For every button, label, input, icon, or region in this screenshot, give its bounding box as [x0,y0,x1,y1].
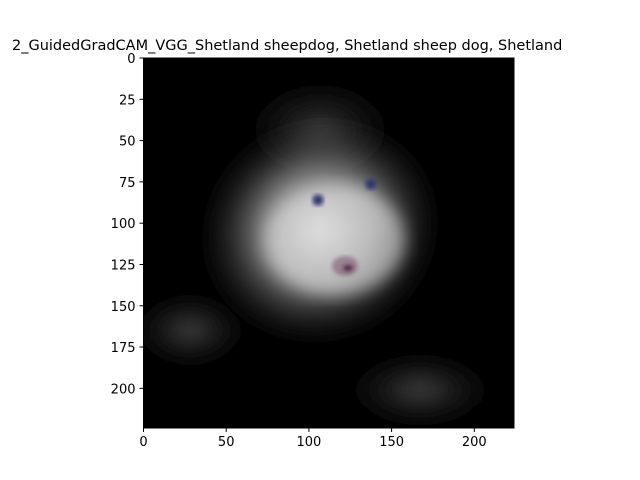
soft-glow-bottom [330,345,510,428]
left-eye [312,194,324,206]
y-tick-label: 75 [119,176,136,191]
y-tick-label: 0 [127,52,135,67]
x-tick-label: 0 [139,435,147,450]
chart-title: 2_GuidedGradCAM_VGG_Shetland sheepdog, S… [12,38,562,54]
heatmap-image [143,58,514,428]
y-tick-label: 125 [111,258,136,273]
y-tick-label: 175 [111,341,136,356]
y-tick-label: 200 [111,382,136,397]
y-tick-label: 100 [111,217,136,232]
plot-frame [143,57,515,429]
right-eye [365,178,377,190]
x-tick-label: 100 [296,435,321,450]
y-axis: 0 25 50 75 100 125 150 175 200 [111,52,144,397]
x-tick-label: 200 [462,435,487,450]
y-tick-label: 25 [119,93,136,108]
x-tick-label: 50 [218,435,235,450]
y-tick-label: 50 [119,135,136,150]
x-axis: 0 50 100 150 200 [139,428,487,450]
nose [332,256,358,276]
x-tick-label: 150 [379,435,404,450]
y-tick-label: 150 [111,300,136,315]
core-glow [265,185,405,295]
